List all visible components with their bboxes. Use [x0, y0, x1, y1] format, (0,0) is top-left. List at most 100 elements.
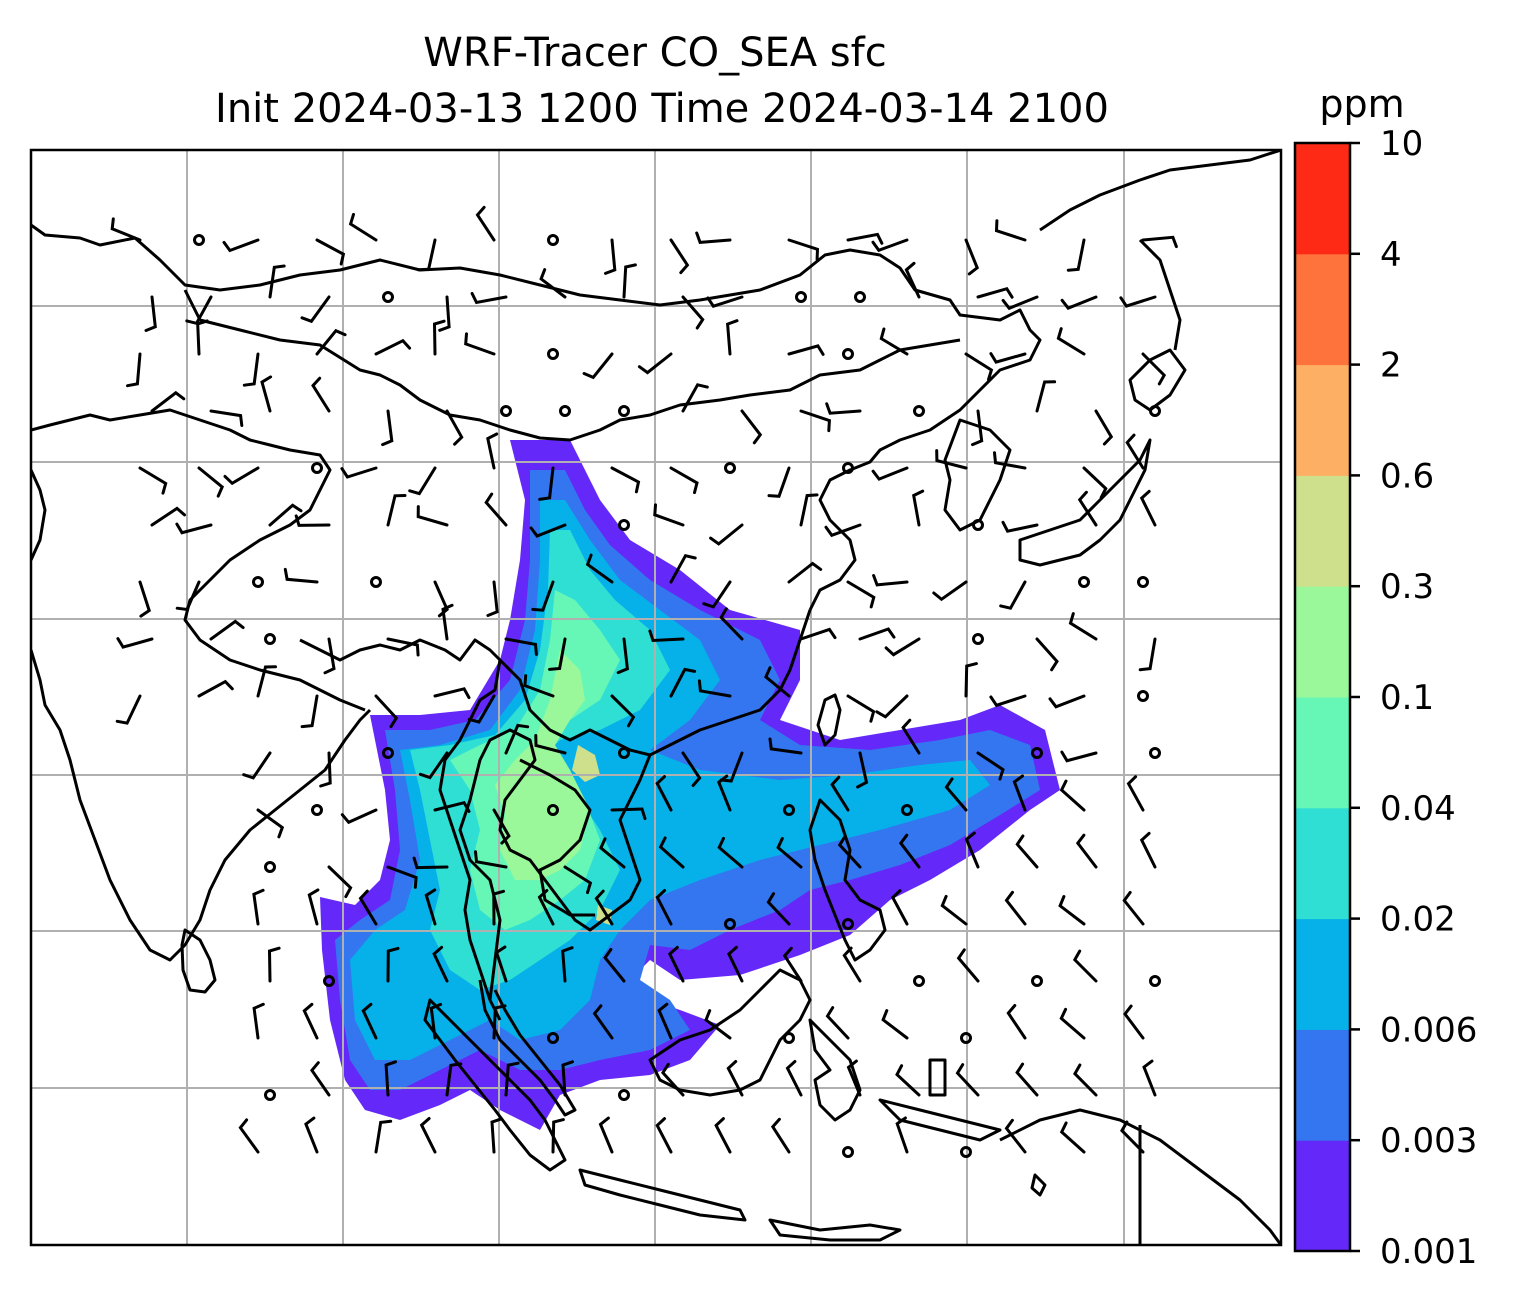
- wind-barb: [504, 723, 530, 755]
- wind-barb: [115, 694, 142, 725]
- wind-barb: [1082, 466, 1108, 499]
- wind-barb: [764, 666, 791, 698]
- wind-barb: [563, 865, 593, 895]
- wind-barb: [1068, 612, 1098, 641]
- wind-barb: [1012, 774, 1027, 812]
- wind-barb: [881, 1009, 909, 1040]
- wind-barb: [548, 637, 567, 671]
- wind-barb: [358, 889, 378, 926]
- wind-barb: [126, 352, 142, 388]
- wind-barb: [1066, 238, 1086, 272]
- wind-barb: [492, 1004, 507, 1040]
- wind-barb: [964, 238, 980, 276]
- wind-barb: [714, 1117, 732, 1154]
- colorbar: ppm 0.001 0.003 0.006 0.02 0.04 0.1 0.3 0.6 2 4 10: [1293, 82, 1477, 1272]
- wind-barb: [661, 1062, 685, 1097]
- colorbar-swatch-4: [1295, 807, 1350, 920]
- wind-barb: [1077, 490, 1098, 527]
- wind-barb: [1058, 895, 1086, 926]
- wind-barb: [537, 889, 555, 926]
- wind-barb: [1142, 1059, 1157, 1097]
- wind-barb: [492, 808, 511, 845]
- wind-barb: [361, 1002, 378, 1040]
- wind-barb: [144, 295, 157, 332]
- calm-marker: [1031, 975, 1043, 987]
- wind-barb: [374, 1119, 393, 1154]
- wind-barb: [669, 667, 697, 698]
- wind-barb: [504, 1061, 520, 1097]
- wind-barb: [770, 1117, 791, 1154]
- wind-barb: [467, 694, 496, 724]
- wind-barb: [912, 489, 925, 527]
- wind-barb: [424, 888, 437, 926]
- wind-barb: [604, 238, 617, 275]
- wind-barb: [268, 503, 303, 527]
- wind-barb: [484, 492, 508, 527]
- wind-barb: [856, 751, 869, 789]
- map-frame: [29, 148, 1283, 1247]
- wind-barb: [842, 946, 862, 983]
- wind-barb: [445, 1062, 463, 1097]
- wind-barb: [871, 238, 909, 253]
- wind-barb: [830, 775, 850, 812]
- wind-barb: [884, 637, 921, 657]
- map-panel: [31, 150, 1281, 1245]
- calm-marker: [618, 405, 630, 417]
- wind-barb: [872, 574, 909, 587]
- wind-barb: [837, 834, 862, 869]
- wind-barb: [486, 580, 499, 617]
- wind-barb: [669, 466, 699, 495]
- wind-barb: [441, 603, 454, 641]
- calm-marker: [795, 291, 807, 303]
- wind-barb: [464, 332, 496, 356]
- wind-barb: [964, 662, 978, 698]
- wind-barb: [319, 751, 332, 788]
- colorbar-swatch-1: [1295, 1140, 1350, 1252]
- wind-barb: [222, 238, 260, 253]
- wind-barb: [895, 1116, 909, 1154]
- wind-barb: [315, 238, 346, 266]
- wind-barb: [603, 948, 626, 983]
- calm-marker: [901, 804, 913, 816]
- wind-barb: [340, 466, 378, 479]
- wind-barb: [895, 1064, 921, 1097]
- colorbar-swatch-10: [1295, 143, 1350, 255]
- wind-barb: [825, 402, 862, 415]
- wind-barb: [294, 514, 331, 527]
- wind-barb: [551, 1118, 565, 1154]
- wind-barb: [846, 232, 884, 245]
- colorbar-swatch-2: [1295, 1029, 1350, 1141]
- wind-barb: [799, 409, 831, 433]
- wind-barb: [242, 352, 260, 387]
- wind-barb: [417, 238, 437, 272]
- wind-barb: [252, 1002, 265, 1040]
- wind-barb: [1060, 750, 1098, 763]
- wind-barb: [256, 808, 285, 839]
- wind-barb: [386, 865, 418, 889]
- wind-barb: [197, 466, 225, 498]
- wind-barb: [1073, 1063, 1098, 1097]
- wind-barb: [1141, 352, 1167, 386]
- wind-barb: [768, 737, 803, 755]
- wind-barb: [594, 889, 614, 926]
- colorbar-tick-label: 10: [1380, 124, 1423, 164]
- calm-marker: [972, 633, 984, 645]
- colorbar-tick-label: 0.003: [1380, 1121, 1477, 1161]
- colorbar-tick-label: 0.001: [1380, 1232, 1477, 1272]
- wind-barb: [531, 580, 555, 612]
- wind-barb: [716, 774, 732, 812]
- wind-barb: [787, 561, 823, 584]
- wind-barb: [598, 1116, 614, 1154]
- wind-barb: [1056, 327, 1086, 356]
- wind-barb: [825, 1006, 850, 1040]
- colorbar-tick-label: 0.04: [1380, 789, 1456, 829]
- calm-marker: [618, 519, 630, 531]
- wind-barb: [381, 409, 394, 447]
- wind-barb: [1094, 409, 1114, 446]
- calm-marker: [842, 348, 854, 360]
- wind-barb: [944, 777, 968, 812]
- wind-barb: [561, 1060, 574, 1097]
- colorbar-tick-label: 0.1: [1380, 678, 1434, 718]
- wind-barb: [1075, 833, 1098, 869]
- wind-barb: [1138, 637, 1157, 672]
